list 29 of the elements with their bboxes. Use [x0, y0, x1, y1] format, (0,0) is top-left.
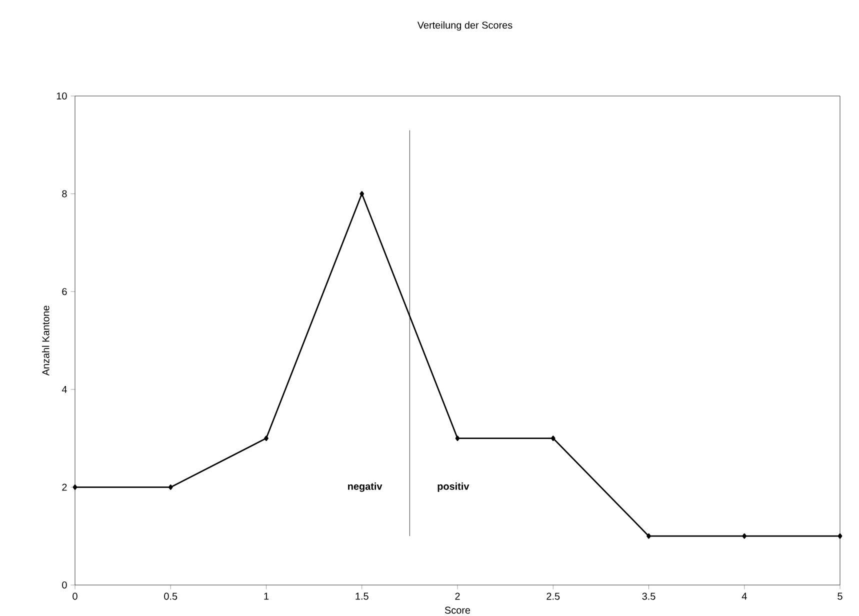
x-axis-title: Score [444, 606, 470, 614]
x-tick-label: 1.5 [356, 592, 368, 600]
x-tick-label: 4 [742, 592, 747, 600]
point [168, 484, 173, 490]
x-tick-label: 0 [72, 592, 78, 600]
annotation: positiv [438, 482, 470, 492]
y-tick-label: 2 [62, 484, 67, 491]
point [742, 533, 747, 539]
x-tick-label: 1 [264, 592, 269, 600]
y-axis-title: Anzahl Kantone [42, 306, 50, 376]
point [455, 436, 460, 441]
x-tick-label: 3.5 [642, 592, 656, 600]
point [360, 191, 364, 196]
y-tick-label: 0 [62, 581, 67, 589]
point [550, 436, 556, 441]
chart-title: Verteilung der Scores [417, 21, 512, 31]
y-tick-label: 8 [62, 190, 67, 198]
point [72, 484, 78, 490]
y-tick-label: 10 [56, 92, 67, 100]
x-tick-label: 0.5 [164, 592, 178, 600]
annotation: negativ [348, 482, 382, 492]
y-tick-label: 6 [62, 288, 67, 296]
x-tick-label: 2.5 [546, 592, 560, 600]
point [264, 436, 268, 441]
x-tick-label: 2 [455, 592, 460, 600]
y-tick-label: 4 [62, 386, 67, 393]
point [838, 533, 842, 539]
x-tick-label: 5 [838, 592, 842, 600]
point [646, 533, 651, 539]
